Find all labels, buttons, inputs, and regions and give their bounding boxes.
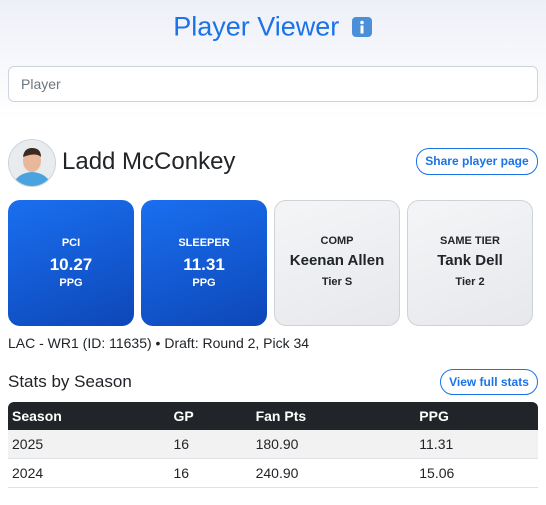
column-header: Season bbox=[8, 402, 170, 430]
column-header: Fan Pts bbox=[251, 402, 416, 430]
header: Player Viewer bbox=[0, 10, 546, 42]
stat-card: SLEEPER 11.31 PPG bbox=[141, 200, 267, 326]
table-cell: 180.90 bbox=[251, 430, 416, 459]
column-header: PPG bbox=[415, 402, 538, 430]
card-value: Tank Dell bbox=[437, 252, 503, 269]
card-value: 11.31 bbox=[183, 255, 225, 274]
share-button[interactable]: Share player page bbox=[416, 148, 538, 175]
card-label: COMP bbox=[320, 235, 354, 247]
player-search-input[interactable]: Player bbox=[8, 66, 538, 102]
column-header: GP bbox=[169, 402, 252, 430]
card-label: SAME TIER bbox=[440, 235, 500, 247]
table-cell: 16 bbox=[169, 430, 252, 459]
player-name: Ladd McConkey bbox=[62, 148, 236, 175]
stats-table: Season GP Fan Pts PPG 2025 16 180.90 11.31 2024 1… bbox=[8, 402, 538, 488]
table-cell: 16 bbox=[169, 458, 252, 488]
info-icon[interactable] bbox=[351, 16, 373, 38]
stat-card: PCI 10.27 PPG bbox=[8, 200, 134, 326]
stat-card: COMP Keenan Allen Tier S bbox=[274, 200, 400, 326]
table-cell: 2024 bbox=[8, 458, 170, 488]
player-avatar bbox=[8, 139, 56, 187]
card-label: SLEEPER bbox=[178, 237, 230, 249]
card-label: PCI bbox=[61, 237, 81, 249]
table-cell: 2025 bbox=[8, 430, 170, 459]
table-cell: 240.90 bbox=[251, 458, 416, 488]
card-sub: Tier S bbox=[321, 276, 353, 288]
card-sub: PPG bbox=[192, 277, 216, 289]
view-stats-button[interactable]: View full stats bbox=[440, 369, 538, 395]
page-title: Player Viewer bbox=[173, 11, 340, 42]
player-info: LAC - WR1 (ID: 11635) • Draft: Round 2, … bbox=[8, 335, 310, 351]
table-row: 2025 16 180.90 11.31 bbox=[8, 430, 538, 459]
card-value: 10.27 bbox=[49, 255, 93, 274]
table-cell: 11.31 bbox=[415, 430, 538, 459]
table-cell: 15.06 bbox=[415, 458, 538, 488]
section-title: Stats by Season bbox=[8, 372, 132, 391]
card-sub: PPG bbox=[59, 277, 83, 289]
table-row: 2024 16 240.90 15.06 bbox=[8, 458, 538, 488]
card-sub: Tier 2 bbox=[455, 276, 485, 288]
stat-card: SAME TIER Tank Dell Tier 2 bbox=[407, 200, 533, 326]
card-value: Keenan Allen bbox=[289, 252, 385, 269]
